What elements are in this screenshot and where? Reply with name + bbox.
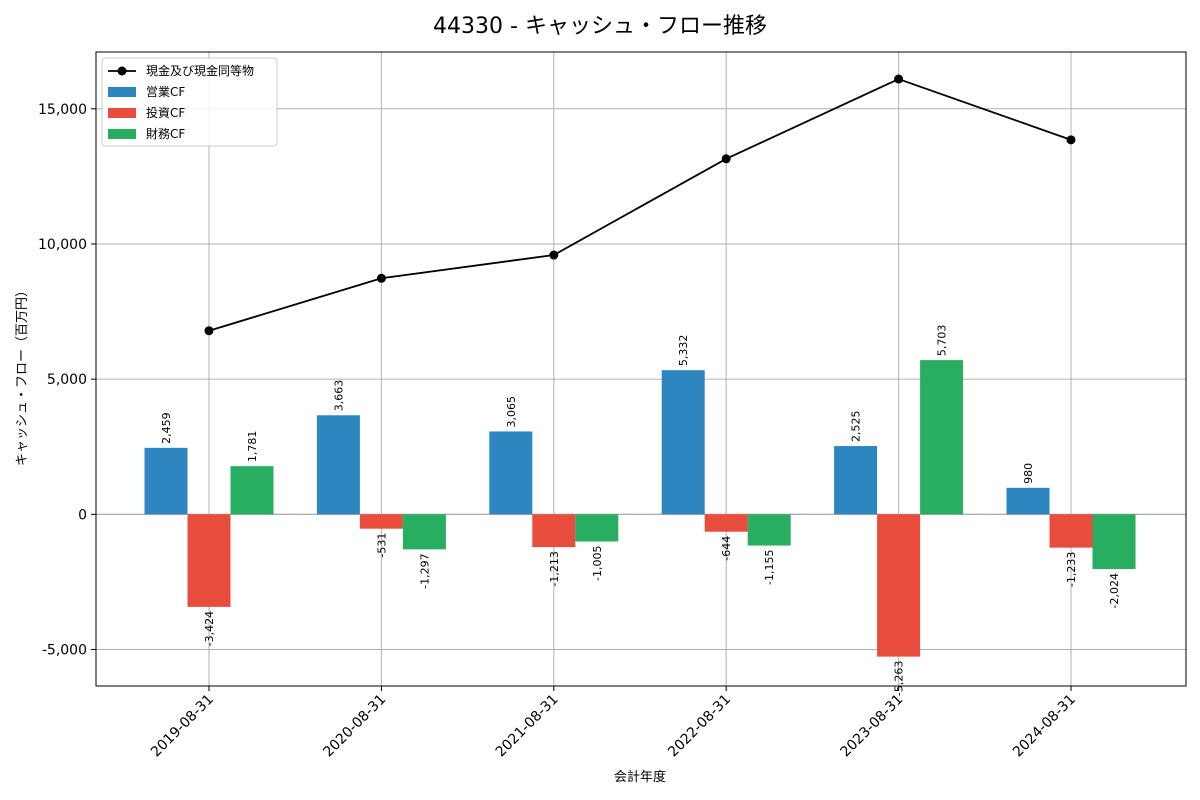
cash-line-point [721,154,731,164]
bar-investing [704,514,748,532]
x-tick-label: 2019-08-31 [148,692,217,761]
bar-operating [316,415,360,515]
bar-value-label: 1,781 [246,431,259,463]
bar-value-label: 3,663 [332,380,345,412]
y-axis-label: キャッシュ・フロー（百万円） [15,284,30,466]
x-tick-label: 2022-08-31 [665,692,734,761]
legend-label: 財務CF [146,126,185,141]
legend-box [101,57,278,147]
bar-financing [230,466,274,515]
bar-value-label: -531 [375,533,388,558]
y-tick-label: 0 [78,507,87,523]
bar-operating [1006,487,1050,515]
bar-investing [877,514,921,657]
bar-value-label: -3,424 [203,611,216,646]
x-tick-label: 2024-08-31 [1010,692,1079,761]
bar-value-label: 5,332 [677,335,690,367]
cash-line-point [549,250,559,260]
bar-value-label: -5,263 [893,661,906,696]
bar-financing [747,514,791,546]
legend-label: 投資CF [146,105,185,120]
bar-value-label: -1,005 [591,545,604,580]
bar-financing [575,514,619,542]
bar-value-label: -1,155 [763,550,776,585]
x-tick-label: 2023-08-31 [838,692,907,761]
legend-swatch [108,87,136,97]
legend-swatch-marker [117,66,127,76]
bar-value-label: -1,213 [548,551,561,586]
y-tick-label: -5,000 [42,643,87,659]
bars [144,360,1136,657]
legend-label: 営業CF [146,85,185,99]
bar-value-label: 5,703 [936,325,949,357]
bar-financing [1092,514,1136,570]
bar-investing [359,514,403,529]
bar-value-label: 2,459 [160,412,173,444]
legend-label: 現金及び現金同等物 [146,63,254,78]
x-tick-label: 2021-08-31 [493,692,562,761]
y-tick-label: 5,000 [47,372,87,388]
data-labels: 2,459 3,663 3,065 5,332 2,525 980 -3,424 -531 -1… [160,325,1121,696]
bar-operating [661,370,705,515]
cash-line-point [1066,135,1076,145]
bar-investing [1049,514,1093,548]
bar-financing [920,360,964,515]
bar-operating [144,447,188,515]
cash-line-path [208,78,1072,332]
legend-swatch [108,108,136,118]
grid-lines [96,52,1186,686]
bar-investing [532,514,576,548]
bar-value-label: -2,024 [1108,573,1121,608]
cash-line-point [894,74,904,84]
plot-frame [95,51,1187,687]
y-tick-label: 15,000 [38,102,87,118]
cash-line-point [204,326,214,336]
bar-value-label: 3,065 [505,396,518,428]
bar-value-label: -1,297 [418,553,431,588]
bar-operating [489,431,533,515]
cash-line-point [376,273,386,283]
chart-title: 44330 - キャッシュ・フロー推移 [433,14,767,39]
bar-value-label: 980 [1022,463,1035,484]
bar-investing [187,514,231,607]
bar-value-label: -1,233 [1065,552,1078,587]
x-tick-label: 2020-08-31 [320,692,389,761]
x-axis-label: 会計年度 [614,769,666,785]
bar-value-label: 2,525 [850,411,863,443]
bar-operating [834,446,878,515]
y-tick-label: 10,000 [38,237,87,253]
legend-swatch [108,129,136,139]
cash-line [204,74,1076,336]
bar-value-label: -644 [720,536,733,561]
bar-financing [402,514,446,550]
